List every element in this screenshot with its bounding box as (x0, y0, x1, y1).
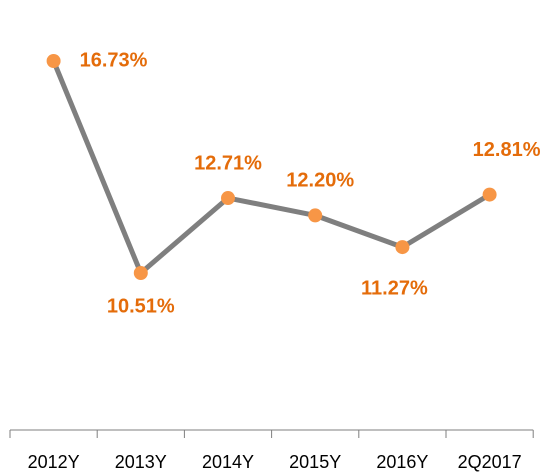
x-tick-label: 2014Y (202, 452, 254, 472)
data-point (221, 191, 235, 206)
data-line (51, 60, 491, 276)
data-point (482, 187, 497, 202)
data-label: 10.51% (107, 295, 175, 317)
x-tick-label: 2Q2017 (458, 452, 522, 472)
data-label: 16.73% (80, 49, 148, 71)
data-label: 11.27% (361, 277, 428, 299)
data-point (395, 240, 410, 255)
x-tick-label: 2012Y (28, 452, 80, 472)
x-tick-label: 2015Y (289, 452, 341, 472)
x-tick-label: 2013Y (115, 452, 167, 472)
data-point (46, 54, 61, 68)
data-label: 12.71% (194, 152, 262, 174)
data-label: 12.81% (473, 139, 541, 161)
data-label: 12.20% (286, 170, 354, 192)
data-point (308, 208, 323, 223)
data-point (133, 266, 148, 280)
x-tick-label: 2016Y (376, 452, 428, 472)
